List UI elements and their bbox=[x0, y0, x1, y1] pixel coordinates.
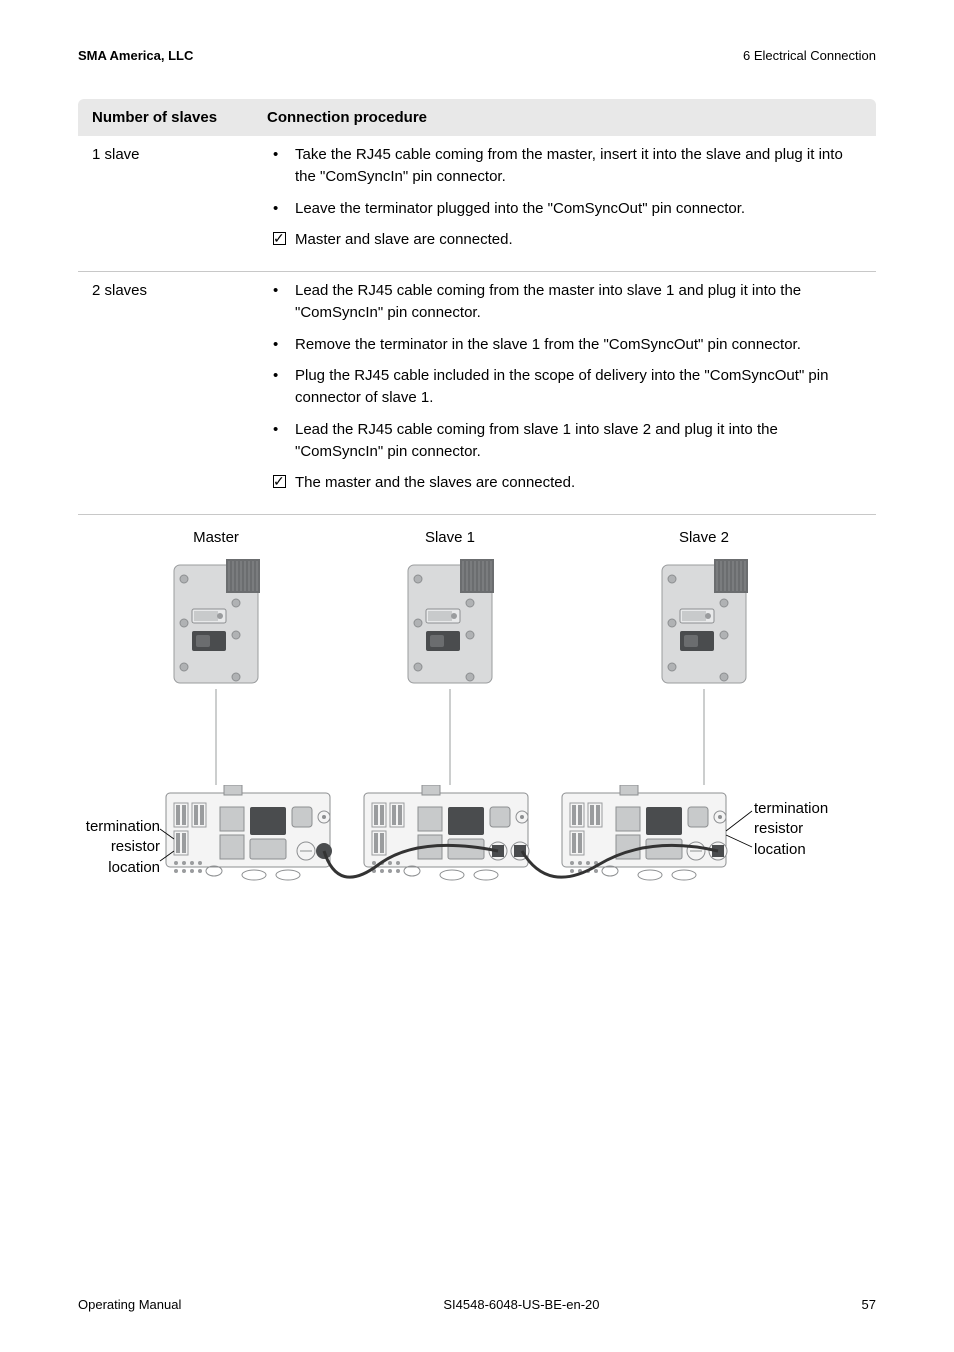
connection-diagram: Master Slave 1 Slave 2 bbox=[78, 529, 876, 1009]
device-label-slave2: Slave 2 bbox=[644, 529, 764, 546]
inverter-master-icon bbox=[170, 559, 262, 689]
list-item: Master and slave are connected. bbox=[267, 229, 862, 251]
company-name: SMA America, LLC bbox=[78, 48, 193, 63]
inverter-slave1-icon bbox=[404, 559, 496, 689]
col-header-slaves: Number of slaves bbox=[92, 109, 267, 126]
bullet-icon: • bbox=[267, 365, 295, 409]
label-termination-left: termination resistor location bbox=[78, 817, 160, 878]
device-label-master: Master bbox=[156, 529, 276, 546]
connection-table: Number of slaves Connection procedure 1 … bbox=[78, 99, 876, 515]
check-icon bbox=[267, 229, 295, 251]
pcb-master-icon bbox=[164, 785, 340, 881]
list-item: • Leave the terminator plugged into the … bbox=[267, 198, 862, 220]
bullet-icon: • bbox=[267, 280, 295, 324]
table-header-row: Number of slaves Connection procedure bbox=[78, 99, 876, 136]
bullet-icon: • bbox=[267, 198, 295, 220]
list-item: • Remove the terminator in the slave 1 f… bbox=[267, 334, 862, 356]
list-item: • Lead the RJ45 cable coming from the ma… bbox=[267, 280, 862, 324]
row-label: 1 slave bbox=[92, 144, 267, 261]
table-row: 2 slaves • Lead the RJ45 cable coming fr… bbox=[78, 272, 876, 515]
row-items: • Take the RJ45 cable coming from the ma… bbox=[267, 144, 862, 261]
pcb-slave2-icon bbox=[560, 785, 736, 881]
footer-middle: SI4548-6048-US-BE-en-20 bbox=[443, 1297, 599, 1312]
pcb-slave1-icon bbox=[362, 785, 538, 881]
section-title: 6 Electrical Connection bbox=[743, 48, 876, 63]
bullet-icon: • bbox=[267, 144, 295, 188]
list-item: • Plug the RJ45 cable included in the sc… bbox=[267, 365, 862, 409]
list-item: • Take the RJ45 cable coming from the ma… bbox=[267, 144, 862, 188]
page-header: SMA America, LLC 6 Electrical Connection bbox=[78, 48, 876, 63]
footer-page-number: 57 bbox=[862, 1297, 876, 1312]
callout-right-icon bbox=[722, 805, 758, 865]
bullet-icon: • bbox=[267, 419, 295, 463]
bullet-icon: • bbox=[267, 334, 295, 356]
list-item: • Lead the RJ45 cable coming from slave … bbox=[267, 419, 862, 463]
table-row: 1 slave • Take the RJ45 cable coming fro… bbox=[78, 136, 876, 272]
row-label: 2 slaves bbox=[92, 280, 267, 504]
row-items: • Lead the RJ45 cable coming from the ma… bbox=[267, 280, 862, 504]
label-termination-right: termination resistor location bbox=[754, 799, 828, 860]
device-label-slave1: Slave 1 bbox=[390, 529, 510, 546]
page-footer: Operating Manual SI4548-6048-US-BE-en-20… bbox=[78, 1297, 876, 1312]
check-icon bbox=[267, 472, 295, 494]
footer-left: Operating Manual bbox=[78, 1297, 181, 1312]
inverter-slave2-icon bbox=[658, 559, 750, 689]
col-header-procedure: Connection procedure bbox=[267, 109, 427, 126]
list-item: The master and the slaves are connected. bbox=[267, 472, 862, 494]
callout-left-icon bbox=[156, 825, 186, 885]
